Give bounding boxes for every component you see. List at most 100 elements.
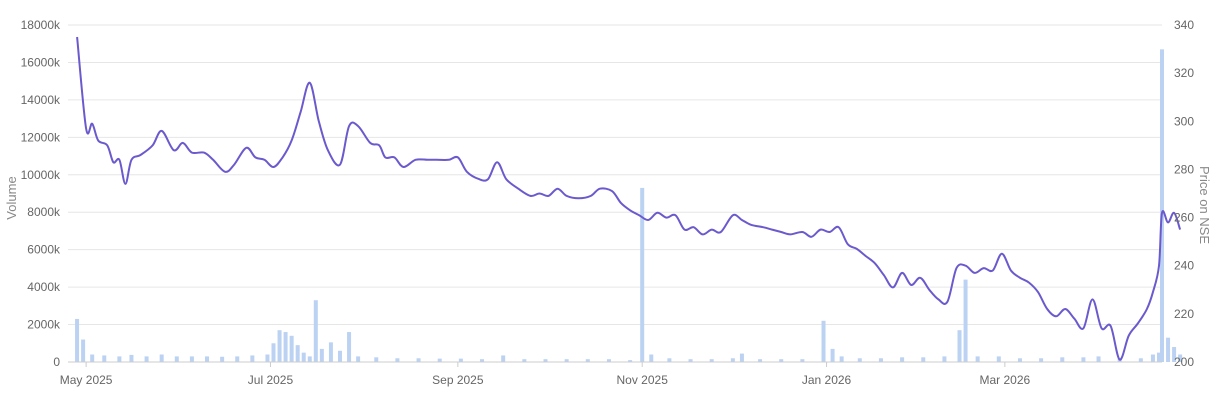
volume-bar [319, 348, 324, 362]
right-tick-label: 220 [1174, 307, 1194, 321]
left-tick-label: 16000k [21, 55, 61, 69]
volume-bar [81, 339, 86, 362]
volume-bar [328, 342, 333, 362]
right-axis-ticks: 200 220 240 260 280 300 320 340 [1174, 18, 1194, 369]
volume-bar [900, 357, 905, 362]
volume-bar [1017, 358, 1022, 362]
volume-bar [1150, 354, 1155, 362]
volume-bar [356, 356, 361, 362]
volume-bar [416, 358, 421, 362]
x-axis-ticks: May 2025 Jul 2025 Sep 2025 Nov 2025 Jan 2026… [60, 361, 1162, 387]
volume-bar [480, 359, 485, 362]
volume-bar [374, 357, 379, 362]
volume-bar [1060, 357, 1065, 362]
volume-bar [628, 360, 633, 362]
volume-bar [1039, 358, 1044, 362]
x-tick-label: Sep 2025 [432, 373, 484, 387]
volume-bar [779, 359, 784, 362]
volume-bar [878, 358, 883, 362]
volume-bar [337, 350, 342, 362]
volume-bar [996, 356, 1001, 362]
volume-bar [640, 187, 645, 362]
volume-bar [1138, 358, 1143, 362]
volume-bar [830, 348, 835, 362]
volume-bar [250, 355, 255, 362]
volume-bar [283, 332, 288, 362]
volume-bar [709, 359, 714, 362]
volume-bar [688, 359, 693, 362]
volume-bar [564, 359, 569, 362]
volume-bar [1096, 356, 1101, 362]
left-tick-label: 14000k [21, 93, 61, 107]
volume-bar [289, 335, 294, 362]
x-tick-label: Jan 2026 [802, 373, 852, 387]
volume-bar [501, 355, 506, 362]
volume-bar [963, 279, 968, 362]
x-tick-label: Mar 2026 [979, 373, 1030, 387]
x-tick-label: Jul 2025 [248, 373, 294, 387]
volume-bar [220, 356, 225, 362]
volume-bar [957, 330, 962, 362]
left-axis-title: Volume [4, 176, 19, 219]
volume-bar [975, 356, 980, 362]
left-tick-label: 4000k [27, 280, 61, 294]
x-tick-label: Nov 2025 [617, 373, 669, 387]
volume-bar [1160, 49, 1164, 362]
left-tick-label: 18000k [21, 18, 61, 32]
volume-bar [90, 354, 95, 362]
volume-bar [942, 356, 947, 362]
left-axis-ticks: 0 2000k 4000k 6000k 8000k 10000k 12000k 14000k 1… [21, 18, 61, 369]
volume-bar [1081, 357, 1086, 362]
left-tick-label: 2000k [27, 318, 61, 332]
volume-bar [235, 356, 240, 362]
volume-bar [295, 345, 300, 362]
volume-bar [205, 356, 210, 362]
volume-bar [129, 354, 134, 362]
volume-bar [395, 358, 400, 362]
volume-bar [159, 354, 164, 362]
volume-bar [271, 343, 276, 362]
left-tick-label: 0 [53, 355, 60, 369]
right-tick-label: 300 [1174, 114, 1194, 128]
volume-bar [857, 358, 862, 362]
right-tick-label: 240 [1174, 259, 1194, 273]
volume-bar [117, 356, 122, 362]
volume-bar [189, 356, 194, 362]
volume-bar [649, 354, 654, 362]
right-axis-title: Price on NSE [1197, 166, 1212, 244]
left-tick-label: 6000k [27, 243, 61, 257]
x-tick-label: May 2025 [60, 373, 113, 387]
volume-bar [144, 356, 149, 362]
volume-bar [800, 359, 805, 362]
volume-bar [739, 353, 744, 362]
price-line-group [76, 36, 1182, 361]
right-tick-label: 280 [1174, 162, 1194, 176]
volume-bar [265, 354, 270, 362]
volume-bar [606, 359, 611, 362]
volume-bar [758, 359, 763, 362]
volume-bar [277, 330, 282, 362]
volume-bar [1156, 352, 1161, 362]
left-tick-label: 8000k [27, 205, 61, 219]
volume-bar [667, 358, 672, 362]
right-tick-label: 260 [1174, 211, 1194, 225]
right-tick-label: 340 [1174, 18, 1194, 32]
left-tick-label: 12000k [21, 130, 61, 144]
volume-bar [75, 318, 80, 362]
volume-bar [301, 352, 306, 362]
volume-bar [1178, 354, 1183, 362]
volume-bar [347, 332, 352, 362]
volume-bar [543, 359, 548, 362]
volume-bar [313, 300, 318, 362]
volume-bar [458, 358, 463, 362]
volume-bar [437, 358, 442, 362]
volume-bar [1166, 337, 1171, 362]
volume-bar [174, 356, 179, 362]
volume-bar [522, 359, 527, 362]
volume-bar [921, 357, 926, 362]
right-tick-label: 200 [1174, 355, 1194, 369]
volume-bar [730, 358, 735, 362]
volume-bar [1172, 347, 1177, 362]
